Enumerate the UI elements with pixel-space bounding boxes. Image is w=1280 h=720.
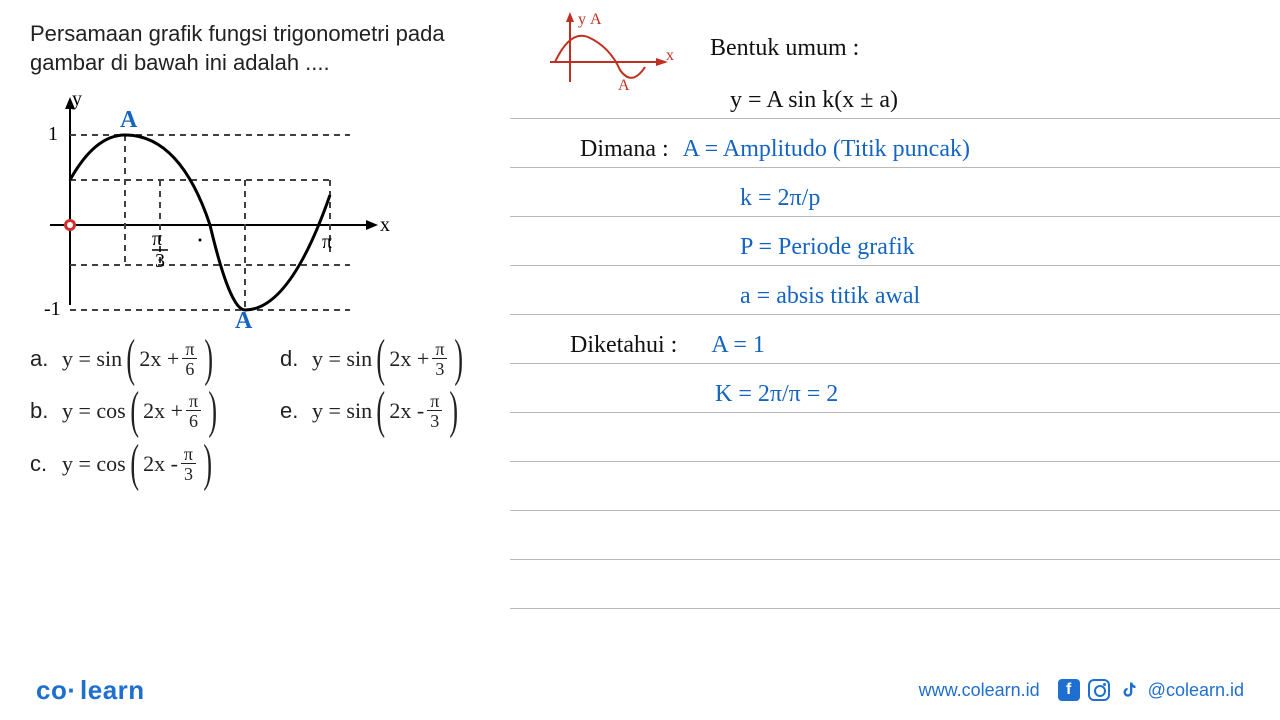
footer-right: www.colearn.id f @colearn.id [919,679,1244,701]
svg-text:3: 3 [155,250,165,272]
option-c-letter: c. [30,451,52,477]
svg-text:x: x [380,214,390,236]
svg-text:y: y [72,88,82,110]
svg-text:π: π [322,231,332,253]
option-a-letter: a. [30,346,52,372]
note-a1: A = 1 [711,332,765,359]
svg-text:1: 1 [48,123,58,145]
note-row-5: P = Periode grafik [540,223,1250,272]
option-d: d. y = sin ( 2x + π3 ) [280,337,530,381]
note-a: a = absis titik awal [740,283,920,310]
note-row-4: k = 2π/p [540,174,1250,223]
note-bentuk-umum: Bentuk umum : [710,35,859,62]
facebook-icon: f [1058,679,1080,701]
question-line-2: gambar di bawah ini adalah .... [30,49,500,78]
note-row-1: Bentuk umum : [540,20,1250,76]
note-amp: A = Amplitudo (Titik puncak) [683,136,970,163]
question-text: Persamaan grafik fungsi trigonometri pad… [30,20,500,77]
note-k2: K = 2π/π = 2 [715,381,838,408]
social-icons: f @colearn.id [1058,679,1244,701]
svg-text:π: π [152,228,162,250]
answer-options: a. y = sin ( 2x + π6 ) d. y = sin ( 2x +… [30,337,500,486]
svg-text:-1: -1 [44,298,61,320]
brand-co: co [36,675,67,705]
trig-graph: y x 1 -1 π 3 π A A [30,85,410,325]
footer: co·learn www.colearn.id f @colearn.id [0,660,1280,720]
option-d-letter: d. [280,346,302,372]
svg-text:A: A [120,107,138,133]
option-e: e. y = sin ( 2x - π3 ) [280,389,530,433]
note-row-7: Diketahui : A = 1 [540,321,1250,370]
note-k: k = 2π/p [740,185,820,212]
note-row-3: Dimana : A = Amplitudo (Titik puncak) [540,125,1250,174]
note-dimana-label: Dimana : [580,136,669,163]
tiktok-icon [1118,679,1140,701]
footer-handle: @colearn.id [1148,680,1244,701]
option-e-letter: e. [280,398,302,424]
note-p: P = Periode grafik [740,234,915,261]
note-row-6: a = absis titik awal [540,272,1250,321]
notes-column: Bentuk umum : y = A sin k(x ± a) Dimana … [510,0,1280,640]
note-diketahui-label: Diketahui : [570,332,677,359]
instagram-icon [1088,679,1110,701]
footer-url: www.colearn.id [919,680,1040,701]
brand-logo: co·learn [36,675,145,706]
option-a: a. y = sin ( 2x + π6 ) [30,337,280,381]
problem-column: Persamaan grafik fungsi trigonometri pad… [0,0,510,640]
brand-learn: learn [80,675,145,705]
main-content: Persamaan grafik fungsi trigonometri pad… [0,0,1280,640]
svg-text:A: A [235,308,253,330]
option-c: c. y = cos ( 2x - π3 ) [30,442,280,486]
note-row-2: y = A sin k(x ± a) [540,76,1250,125]
option-b: b. y = cos ( 2x + π6 ) [30,389,280,433]
option-b-letter: b. [30,398,52,424]
note-general-form: y = A sin k(x ± a) [730,87,898,114]
question-line-1: Persamaan grafik fungsi trigonometri pad… [30,20,500,49]
note-row-8: K = 2π/π = 2 [540,370,1250,419]
